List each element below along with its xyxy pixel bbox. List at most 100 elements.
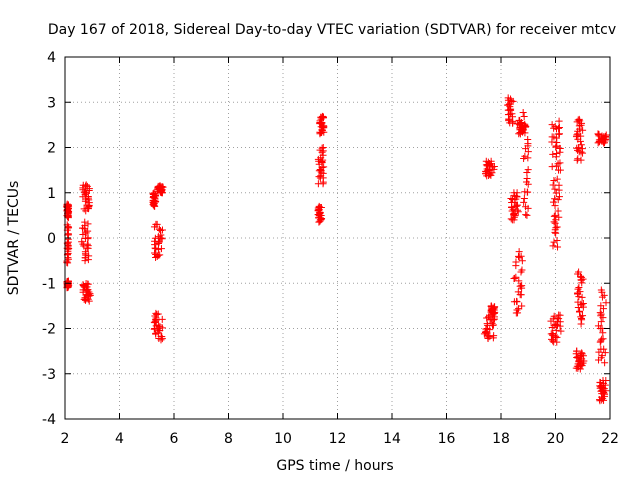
data-point-c8-10 bbox=[151, 244, 159, 252]
y-tick-label--1: -1 bbox=[42, 276, 56, 292]
data-point-c19-5 bbox=[518, 302, 526, 310]
data-point-c21-25 bbox=[555, 123, 563, 131]
data-point-c19-7 bbox=[513, 297, 521, 305]
y-tick-label-0: 0 bbox=[47, 231, 56, 247]
data-point-c8-25 bbox=[155, 225, 163, 233]
data-point-c19-14 bbox=[517, 282, 525, 290]
data-point-c20-12 bbox=[523, 168, 531, 176]
data-point-c4-12 bbox=[84, 242, 92, 250]
data-point-c20-0 bbox=[523, 211, 531, 219]
data-point-c26-18 bbox=[574, 353, 582, 361]
data-point-c25-17 bbox=[575, 284, 583, 292]
x-tick-label-16: 16 bbox=[438, 431, 456, 447]
data-point-c20-26 bbox=[519, 108, 527, 116]
data-point-c14-13 bbox=[482, 325, 490, 333]
grid bbox=[65, 57, 610, 419]
data-point-c0-26 bbox=[64, 201, 72, 209]
data-point-c21-18 bbox=[550, 133, 558, 141]
x-tick-label-2: 2 bbox=[61, 431, 70, 447]
data-point-c22-21 bbox=[552, 189, 560, 197]
data-point-c26-27 bbox=[573, 347, 581, 355]
data-point-c20-10 bbox=[524, 180, 532, 188]
data-point-c22-26 bbox=[550, 176, 558, 184]
x-tick-label-12: 12 bbox=[329, 431, 347, 447]
data-point-c21-23 bbox=[550, 124, 558, 132]
data-point-c10-13 bbox=[320, 163, 328, 171]
data-point-c25-23 bbox=[578, 273, 586, 281]
data-point-c14-6 bbox=[490, 332, 498, 340]
data-point-c9-7 bbox=[154, 328, 162, 336]
data-point-c26-24 bbox=[578, 350, 586, 358]
data-point-c25-2 bbox=[578, 316, 586, 324]
data-point-c19-18 bbox=[512, 273, 520, 281]
data-point-c24-17 bbox=[573, 131, 581, 139]
data-point-c27-26 bbox=[595, 131, 603, 139]
data-point-c28-11 bbox=[598, 335, 606, 343]
x-tick-label-8: 8 bbox=[224, 431, 233, 447]
data-points bbox=[63, 94, 610, 405]
data-point-c19-24 bbox=[518, 257, 526, 265]
x-tick-label-14: 14 bbox=[383, 431, 401, 447]
axis-ticks bbox=[64, 56, 611, 420]
data-point-c16-11 bbox=[508, 110, 516, 118]
data-point-c22-17 bbox=[554, 196, 562, 204]
data-point-c9-27 bbox=[152, 309, 160, 317]
data-point-c25-4 bbox=[577, 313, 585, 321]
data-point-c28-5 bbox=[601, 349, 609, 357]
y-axis-label: SDTVAR / TECUs bbox=[6, 181, 22, 296]
data-point-c14-26 bbox=[484, 313, 492, 321]
data-point-c10-4 bbox=[315, 173, 323, 181]
data-point-c22-14 bbox=[550, 212, 558, 220]
data-point-c8-3 bbox=[151, 249, 159, 257]
data-point-c15-26 bbox=[491, 303, 499, 311]
data-point-c22-12 bbox=[555, 213, 563, 221]
data-point-c20-11 bbox=[523, 174, 531, 182]
data-point-c23-10 bbox=[549, 329, 557, 337]
data-point-c4-14 bbox=[78, 238, 86, 246]
data-point-c18-18 bbox=[508, 198, 516, 206]
data-point-c11-20 bbox=[316, 117, 324, 125]
data-point-c22-10 bbox=[551, 219, 559, 227]
data-point-c9-15 bbox=[156, 323, 164, 331]
y-tick-label--3: -3 bbox=[42, 367, 56, 383]
data-point-c22-15 bbox=[551, 202, 559, 210]
data-point-c11-26 bbox=[320, 114, 328, 122]
data-point-c25-6 bbox=[575, 308, 583, 316]
data-point-c27-23 bbox=[602, 131, 610, 139]
data-point-c1-22 bbox=[64, 230, 72, 238]
data-point-c10-11 bbox=[317, 167, 325, 175]
data-point-c22-18 bbox=[549, 198, 557, 206]
data-point-c21-24 bbox=[552, 125, 560, 133]
data-point-c3-24 bbox=[85, 185, 93, 193]
data-point-c22-1 bbox=[553, 236, 561, 244]
data-point-c28-1 bbox=[601, 359, 609, 367]
data-point-c14-19 bbox=[483, 320, 491, 328]
data-point-c14-5 bbox=[486, 333, 494, 341]
data-point-c21-26 bbox=[548, 121, 556, 129]
data-point-c25-15 bbox=[575, 293, 583, 301]
data-point-c23-27 bbox=[555, 311, 563, 319]
data-point-c22-16 bbox=[554, 207, 562, 215]
data-point-c18-20 bbox=[509, 195, 517, 203]
data-point-c28-14 bbox=[597, 318, 605, 326]
data-point-c20-23 bbox=[522, 123, 530, 131]
data-point-c28-23 bbox=[602, 299, 610, 307]
data-point-c8-8 bbox=[157, 245, 165, 253]
data-point-c16-27 bbox=[507, 95, 515, 103]
data-point-c23-17 bbox=[553, 321, 561, 329]
data-point-c25-12 bbox=[578, 293, 586, 301]
data-point-c24-27 bbox=[575, 115, 583, 123]
data-point-c13-8 bbox=[482, 168, 490, 176]
data-point-c28-20 bbox=[596, 309, 604, 317]
x-tick-label-22: 22 bbox=[601, 431, 619, 447]
data-point-c8-18 bbox=[156, 234, 164, 242]
data-point-c22-27 bbox=[553, 175, 561, 183]
y-tick-label--2: -2 bbox=[42, 322, 56, 338]
data-point-c5-25 bbox=[82, 279, 90, 287]
data-point-c6-27 bbox=[150, 190, 158, 198]
data-point-c8-23 bbox=[156, 226, 164, 234]
y-tick-label-2: 2 bbox=[47, 141, 56, 157]
data-point-c28-24 bbox=[598, 293, 606, 301]
data-point-c28-7 bbox=[600, 345, 608, 353]
data-point-c20-8 bbox=[523, 188, 531, 196]
